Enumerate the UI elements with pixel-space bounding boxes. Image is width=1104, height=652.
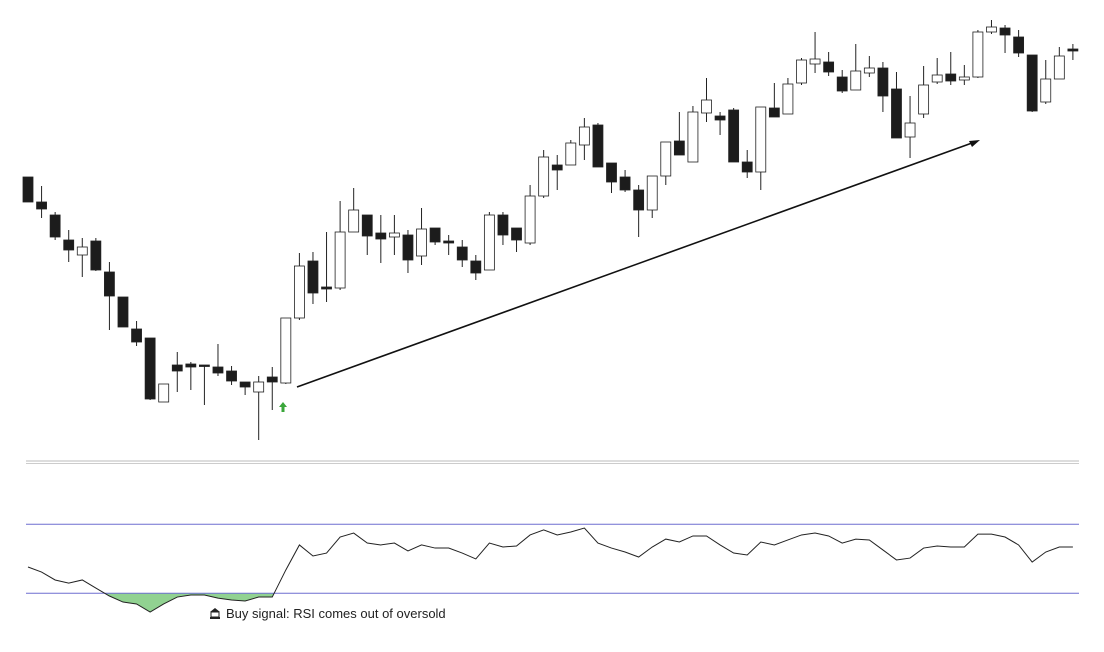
candle-body: [185, 363, 197, 368]
candle-body: [836, 76, 848, 92]
candle-body: [470, 260, 482, 274]
candle-body: [388, 232, 400, 238]
candle-body: [714, 115, 726, 121]
candle-body: [280, 317, 292, 384]
candle-body: [402, 234, 414, 261]
candle-body: [768, 107, 780, 118]
candle-body: [850, 70, 862, 91]
candle-body: [1040, 78, 1052, 103]
oversold-area: [28, 593, 1073, 613]
candle-body: [348, 209, 360, 233]
candle-body: [199, 364, 210, 367]
candle-body: [606, 162, 617, 183]
candle-body: [986, 26, 997, 33]
candle-body: [293, 265, 305, 319]
candle-body: [90, 240, 102, 271]
candle-body: [796, 59, 807, 84]
candle-body: [958, 76, 970, 81]
candle-body: [375, 232, 387, 240]
candle-body: [321, 286, 332, 290]
candle-body: [1053, 55, 1065, 80]
candle-body: [483, 214, 495, 271]
candle-body: [361, 214, 373, 237]
candle-body: [633, 189, 645, 211]
candle-body: [212, 366, 224, 374]
candle-body: [171, 364, 183, 372]
candle-body: [741, 161, 753, 173]
candle-body: [728, 109, 740, 163]
candle-body: [823, 61, 835, 73]
trend-arrowhead: [969, 140, 980, 147]
candle-body: [592, 124, 604, 168]
candle-body: [660, 141, 672, 177]
candle-body: [999, 27, 1011, 36]
candle-body: [863, 67, 875, 74]
candle-body: [673, 140, 685, 156]
candle-body: [565, 142, 577, 166]
price-panel: [22, 20, 1079, 440]
candle-body: [809, 58, 821, 65]
candle-body: [429, 227, 441, 243]
annotation-icon: [210, 608, 220, 619]
trend-line: [296, 142, 973, 388]
candle-body: [1026, 54, 1038, 112]
candle-body: [891, 88, 902, 139]
candle-body: [76, 246, 88, 256]
candle-body: [701, 99, 712, 114]
candle-body: [782, 83, 794, 115]
candle-body: [266, 376, 278, 383]
candle-body: [1013, 36, 1025, 54]
candle-body: [931, 74, 943, 83]
candle-body: [1067, 48, 1079, 52]
candle-body: [578, 126, 590, 146]
buy-arrow: [279, 402, 287, 412]
candle-body: [945, 73, 957, 82]
candle-body: [36, 201, 47, 210]
candle-body: [755, 106, 767, 173]
candle-body: [239, 381, 251, 388]
candle-body: [226, 370, 237, 382]
candle-body: [131, 328, 142, 343]
candle-body: [416, 228, 427, 257]
candle-body: [497, 214, 509, 236]
candle-body: [22, 176, 34, 203]
rsi-line: [27, 527, 1073, 613]
candle-body: [117, 296, 129, 328]
candle-body: [334, 231, 346, 289]
candle-body: [144, 337, 156, 400]
candle-body: [619, 176, 631, 191]
candle-body: [918, 84, 930, 115]
candle-body: [253, 381, 265, 393]
candle-body: [443, 240, 455, 244]
candle-body: [551, 164, 563, 171]
candle-body: [511, 227, 522, 241]
candle-body: [158, 383, 170, 403]
candle-body: [63, 239, 75, 251]
candle-body: [687, 111, 699, 163]
candle-body: [646, 175, 658, 211]
candle-body: [104, 271, 115, 297]
candle-body: [307, 260, 319, 294]
rsi-panel: [26, 523, 1079, 613]
candle-body: [538, 156, 550, 197]
candle-body: [456, 246, 468, 261]
annotation: Buy signal: RSI comes out of oversold: [226, 606, 446, 621]
candle-body: [877, 67, 889, 97]
candle-body: [49, 214, 61, 238]
candle-body: [972, 31, 984, 78]
candle-body: [524, 195, 536, 244]
candle-body: [904, 122, 916, 138]
